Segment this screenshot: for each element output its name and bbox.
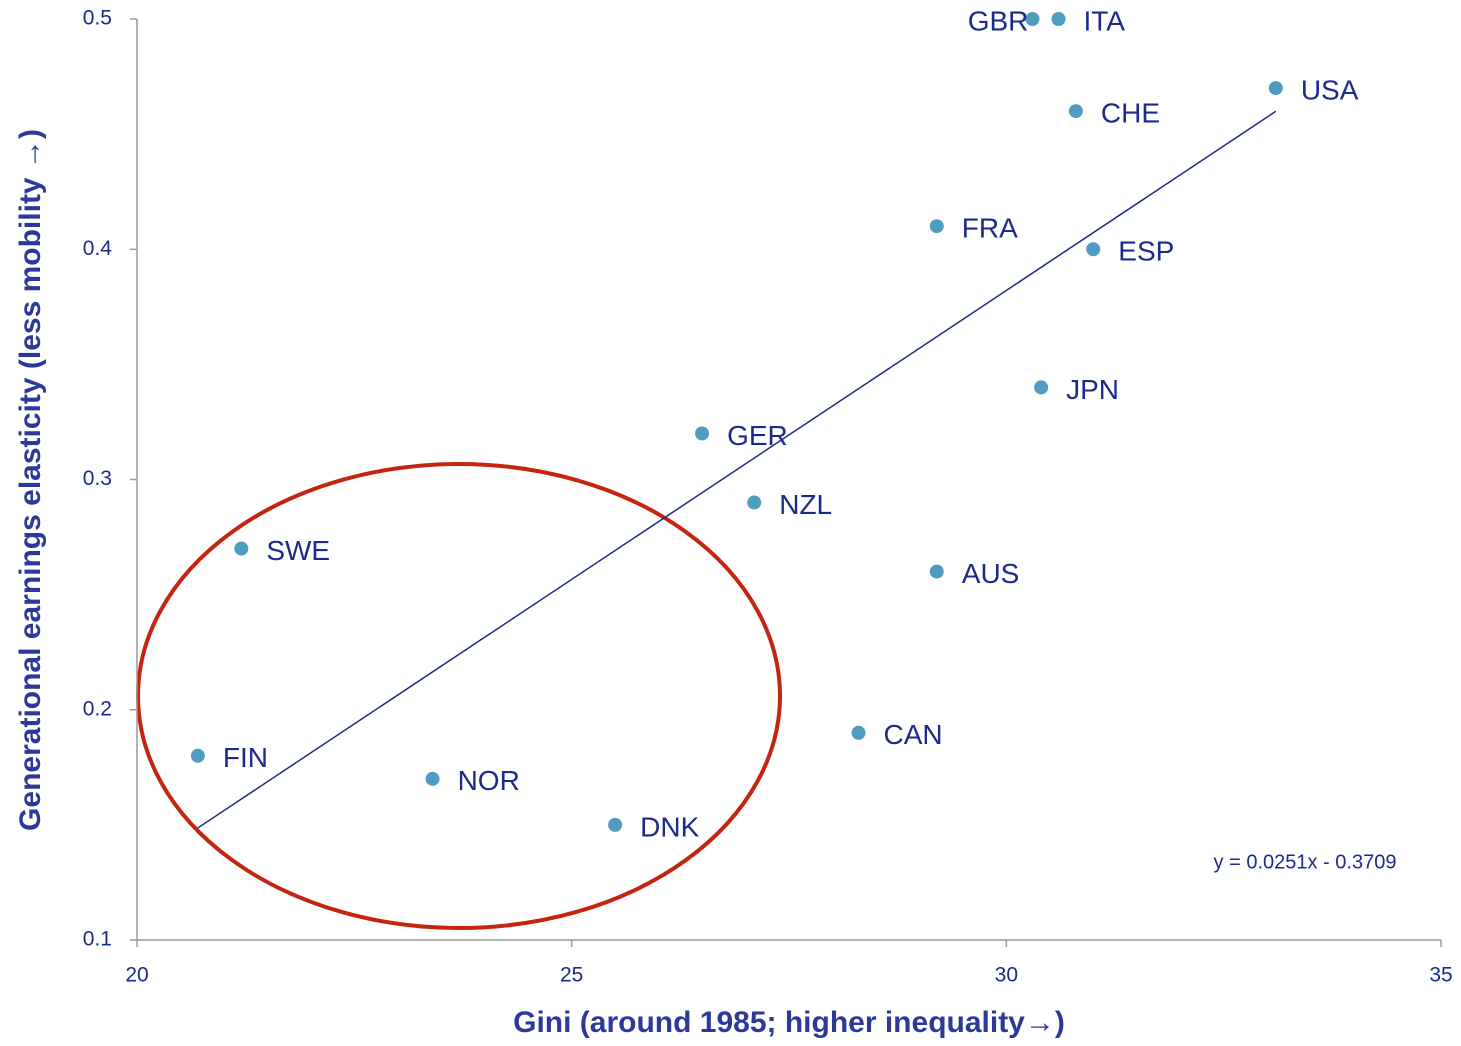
trendline — [197, 110, 1277, 829]
y-tick-label: 0.2 — [83, 697, 112, 720]
point-label: GER — [727, 420, 788, 451]
x-tick-label: 25 — [560, 964, 583, 987]
point-label: SWE — [266, 535, 330, 566]
point-label: ESP — [1118, 236, 1174, 267]
y-tick-label: 0.3 — [83, 467, 112, 490]
highlight-ellipse — [136, 462, 782, 930]
y-axis-label: Generational earnings elasticity (less m… — [14, 129, 47, 831]
point — [929, 564, 944, 579]
point — [190, 748, 205, 763]
point — [695, 426, 710, 441]
point — [747, 495, 762, 510]
point-label: FIN — [223, 742, 268, 773]
trendline-equation: y = 0.0251x - 0.3709 — [1214, 851, 1397, 873]
x-tick-label: 20 — [125, 964, 148, 987]
point — [1068, 104, 1083, 119]
y-tick-label: 0.4 — [83, 237, 113, 260]
y-tick-label: 0.5 — [83, 7, 112, 30]
x-tick-label: 30 — [995, 964, 1018, 987]
point — [608, 817, 623, 832]
point-label: FRA — [962, 213, 1018, 244]
x-axis-label: Gini (around 1985; higher inequality→) — [513, 1006, 1065, 1039]
point — [1268, 81, 1283, 96]
point-label: JPN — [1066, 374, 1119, 405]
y-tick-label: 0.1 — [83, 928, 112, 951]
point-label: NOR — [458, 765, 520, 796]
point — [425, 771, 440, 786]
point-label: CAN — [884, 719, 943, 750]
point-label: CHE — [1101, 97, 1160, 128]
point-label: AUS — [962, 558, 1020, 589]
point — [1086, 242, 1101, 257]
point — [929, 219, 944, 234]
point — [234, 541, 249, 556]
point-label: DNK — [640, 811, 699, 842]
point — [1034, 380, 1049, 395]
point-label: NZL — [779, 489, 832, 520]
point-label: USA — [1301, 74, 1359, 105]
x-tick-label: 35 — [1429, 964, 1452, 987]
point — [1025, 12, 1040, 26]
point-label: GBR — [968, 5, 1029, 36]
point-label: ITA — [1083, 5, 1125, 36]
point — [1051, 12, 1066, 26]
point — [851, 725, 866, 740]
